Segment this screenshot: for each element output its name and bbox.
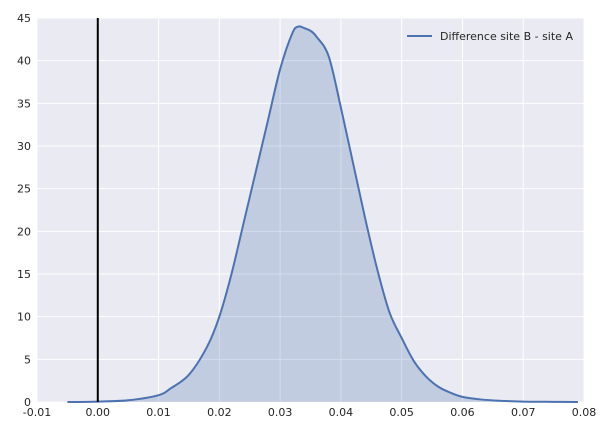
x-tick-label: 0.05 — [389, 406, 414, 419]
y-tick-label: 25 — [17, 183, 31, 196]
x-tick-label: 0.00 — [86, 406, 111, 419]
series-area — [67, 26, 578, 403]
y-tick-label: 45 — [17, 12, 31, 25]
y-tick-label: 5 — [24, 353, 31, 366]
y-tick-label: 35 — [17, 97, 31, 110]
x-tick-label: 0.03 — [268, 406, 293, 419]
y-axis-ticks: 0 5 10 15 20 25 30 35 40 45 — [17, 12, 31, 409]
x-tick-label: 0.01 — [146, 406, 171, 419]
legend-label: Difference site B - site A — [440, 30, 573, 43]
y-tick-label: 40 — [17, 55, 31, 68]
x-axis-ticks: -0.01 0.00 0.01 0.02 0.03 0.04 0.05 0.06 0.07 0.0… — [23, 406, 596, 419]
y-tick-label: 10 — [17, 311, 31, 324]
series-line — [67, 25, 578, 403]
data-series — [67, 25, 578, 403]
x-tick-label: 0.06 — [450, 406, 475, 419]
grid — [36, 17, 585, 403]
plot-background — [37, 18, 584, 402]
x-tick-label: 0.08 — [572, 406, 597, 419]
x-tick-label: 0.04 — [329, 406, 354, 419]
y-tick-label: 30 — [17, 140, 31, 153]
x-tick-label: 0.07 — [511, 406, 536, 419]
x-tick-label: -0.01 — [23, 406, 51, 419]
y-tick-label: 20 — [17, 225, 31, 238]
legend: Difference site B - site A — [407, 30, 573, 43]
y-tick-label: 0 — [24, 396, 31, 409]
x-tick-label: 0.02 — [207, 406, 232, 419]
y-tick-label: 15 — [17, 268, 31, 281]
